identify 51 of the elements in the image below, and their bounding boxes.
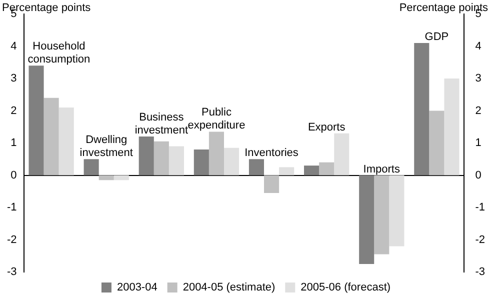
bar — [319, 162, 334, 176]
bar — [389, 175, 404, 246]
bar — [28, 66, 44, 176]
y-tick-label: -3 — [7, 266, 17, 278]
x-tick-label: Household consumption — [28, 40, 90, 66]
x-tick-label: Imports — [363, 163, 400, 176]
bar — [84, 159, 99, 176]
x-tick-label: Exports — [308, 121, 346, 134]
y2-tick-label: 2 — [475, 104, 482, 117]
y-tick-label: -2 — [7, 234, 17, 246]
bar — [374, 175, 390, 254]
y-tick-label: 0 — [10, 169, 17, 182]
bar — [264, 175, 280, 193]
bar — [168, 146, 184, 176]
bar — [359, 175, 374, 264]
bar — [304, 166, 320, 176]
y-tick-label: 4 — [10, 40, 17, 52]
bar — [194, 149, 209, 176]
bar — [44, 98, 59, 176]
bar — [444, 78, 460, 176]
y2-tick-label: -2 — [475, 234, 485, 246]
bar — [224, 148, 240, 176]
bar — [98, 175, 114, 180]
y-tick-label: -1 — [7, 202, 17, 214]
legend-label: 2003-04 — [116, 282, 158, 294]
x-tick-label: Dwelling investment — [80, 134, 133, 160]
bar — [154, 141, 169, 176]
bar — [429, 110, 444, 176]
y2-tick-label: 3 — [475, 72, 482, 85]
x-tick-label: Public expenditure — [188, 106, 246, 132]
bar — [414, 43, 430, 176]
y2-tick-label: 1 — [475, 137, 482, 150]
legend-label: 2005-06 (forecast) — [300, 282, 391, 294]
y-tick-label: 3 — [10, 72, 17, 85]
bar — [208, 132, 224, 176]
y-tick-label: 2 — [10, 104, 17, 117]
bar — [248, 159, 264, 176]
y2-tick-label: 4 — [475, 40, 482, 52]
bar — [138, 136, 154, 176]
x-tick-label: Business investment — [134, 112, 188, 137]
x-tick-label: Inventories — [244, 147, 299, 160]
y2-tick-label: -1 — [475, 202, 485, 214]
y-tick-label: 1 — [10, 137, 17, 150]
y2-tick-label: -3 — [475, 266, 485, 278]
legend-label: 2004-05 (estimate) — [182, 282, 276, 294]
bar — [279, 167, 294, 176]
y2-tick-label: 0 — [475, 169, 482, 182]
bar — [114, 175, 129, 180]
x-tick-label: GDP — [424, 31, 449, 44]
bar — [334, 133, 350, 176]
bar — [58, 108, 74, 176]
